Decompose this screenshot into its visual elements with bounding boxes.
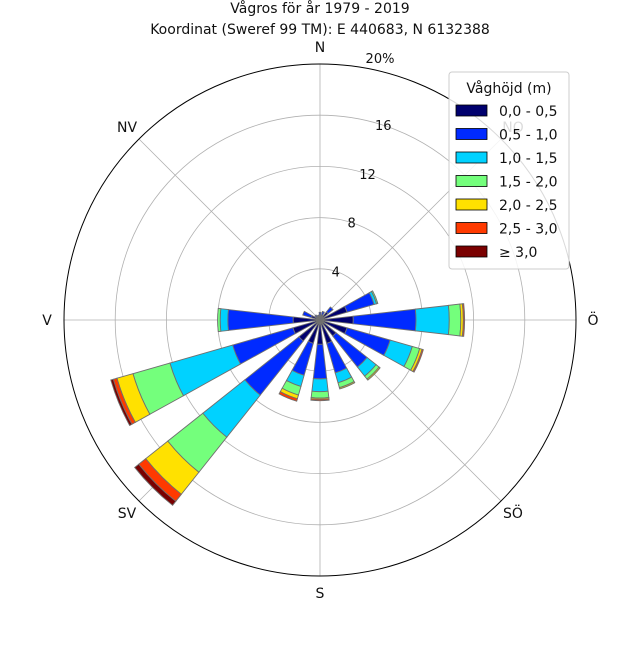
legend-label: 1,5 - 2,0 xyxy=(499,175,557,191)
legend-swatch xyxy=(455,128,488,140)
sector-bin xyxy=(169,344,242,397)
direction-labels: NNOÖSÖSSVVNV xyxy=(42,40,598,602)
sector-bin xyxy=(447,303,462,337)
sector-bin xyxy=(314,314,319,319)
direction-label: S xyxy=(316,586,325,602)
legend-swatch xyxy=(455,198,488,211)
legend-swatch xyxy=(455,175,488,187)
chart-subtitle: Koordinat (Sweref 99 TM): E 440683, N 61… xyxy=(150,22,490,38)
sector-bin xyxy=(461,303,466,337)
radial-tick-label: 16 xyxy=(375,119,392,134)
sector-bin xyxy=(311,378,329,393)
sector-bin xyxy=(318,311,322,317)
sector-bin xyxy=(414,304,450,336)
legend-swatch xyxy=(455,245,488,258)
direction-label: SV xyxy=(118,506,137,522)
sector-bin xyxy=(325,306,334,315)
sector-bin xyxy=(310,398,330,402)
sector-bin xyxy=(366,366,381,381)
sector-bin xyxy=(227,309,294,331)
legend-frame xyxy=(448,71,570,270)
legend-label: 2,0 - 2,5 xyxy=(499,198,557,214)
legend-swatch xyxy=(455,104,488,117)
sector-bin xyxy=(110,378,133,427)
sector-bin xyxy=(219,308,229,332)
sector-bin xyxy=(412,348,424,373)
direction-label: Ö xyxy=(587,311,598,329)
direction-label: V xyxy=(42,313,52,329)
radial-tick-label: 12 xyxy=(359,168,376,183)
sector-bin xyxy=(217,307,222,333)
radial-tick-labels: 4 8 12 16 xyxy=(332,119,392,280)
legend-label: 1,0 - 1,5 xyxy=(499,151,557,167)
legend-label: 0,5 - 1,0 xyxy=(499,128,557,144)
sector-bin xyxy=(320,310,325,317)
legend-title: Våghöjd (m) xyxy=(466,80,551,97)
legend: Våghöjd (m) 0,0 - 0,5 0,5 - 1,0 1,0 - 1,5 1… xyxy=(448,71,570,270)
sector-bin xyxy=(352,308,417,332)
sector-bin xyxy=(338,380,356,390)
sector-bin xyxy=(312,343,328,380)
sector-bin xyxy=(302,310,313,319)
grid-spoke xyxy=(138,138,321,321)
sector-bin xyxy=(316,314,320,318)
sector-bin xyxy=(134,463,177,506)
direction-label: SÖ xyxy=(503,504,523,522)
sector-bin xyxy=(278,391,298,402)
legend-label: ≥ 3,0 xyxy=(499,245,537,261)
radial-max-label: 20% xyxy=(366,52,395,67)
legend-entries: 0,0 - 0,5 0,5 - 1,0 1,0 - 1,5 1,5 - 2,0 2,0 … xyxy=(455,104,557,261)
radial-tick-label: 8 xyxy=(347,217,355,232)
legend-swatch xyxy=(455,222,488,234)
wave-sectors xyxy=(110,290,466,506)
direction-label: N xyxy=(315,40,325,56)
legend-swatch xyxy=(455,151,488,164)
sector-bin xyxy=(370,290,379,305)
sector-bin xyxy=(310,390,330,399)
legend-label: 2,5 - 3,0 xyxy=(499,222,557,238)
direction-label: NV xyxy=(117,120,137,136)
radial-tick-label: 4 xyxy=(332,265,340,280)
outer-ring xyxy=(63,63,577,577)
chart-title: Vågros för år 1979 - 2019 xyxy=(230,0,409,17)
legend-label: 0,0 - 0,5 xyxy=(499,104,557,120)
